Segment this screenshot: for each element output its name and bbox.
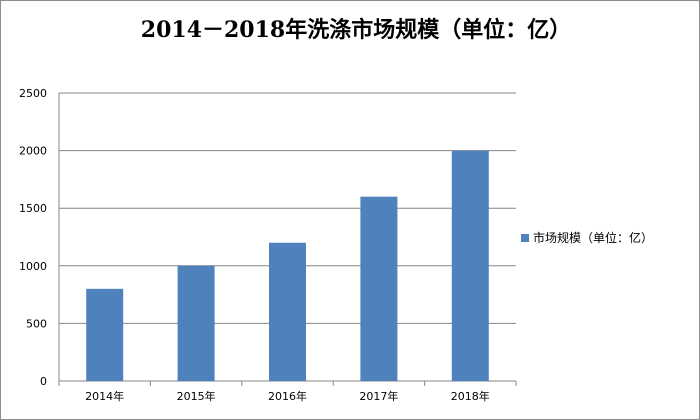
y-tick-label: 0 <box>40 375 47 388</box>
x-tick-label: 2018年 <box>451 389 490 403</box>
legend-label: 市场规模（单位：亿） <box>533 231 654 245</box>
y-tick-label: 500 <box>26 317 47 330</box>
bar <box>451 150 489 381</box>
y-tick-label: 2000 <box>19 145 47 158</box>
legend-swatch <box>521 233 529 242</box>
legend: 市场规模（单位：亿） <box>521 229 653 246</box>
bar <box>269 242 306 381</box>
bar <box>177 265 215 381</box>
chart-title: 2014－2018年洗涤市场规模（单位：亿） <box>140 17 572 43</box>
bar <box>86 288 124 381</box>
y-tick-label: 2500 <box>19 87 47 100</box>
x-tick-label: 2017年 <box>359 389 398 403</box>
y-tick-label: 1500 <box>19 202 47 215</box>
x-tick-label: 2015年 <box>177 389 216 403</box>
x-tick-label: 2014年 <box>85 389 124 403</box>
y-tick-label: 1000 <box>19 260 47 273</box>
bar <box>360 196 398 381</box>
x-tick-label: 2016年 <box>268 389 307 403</box>
